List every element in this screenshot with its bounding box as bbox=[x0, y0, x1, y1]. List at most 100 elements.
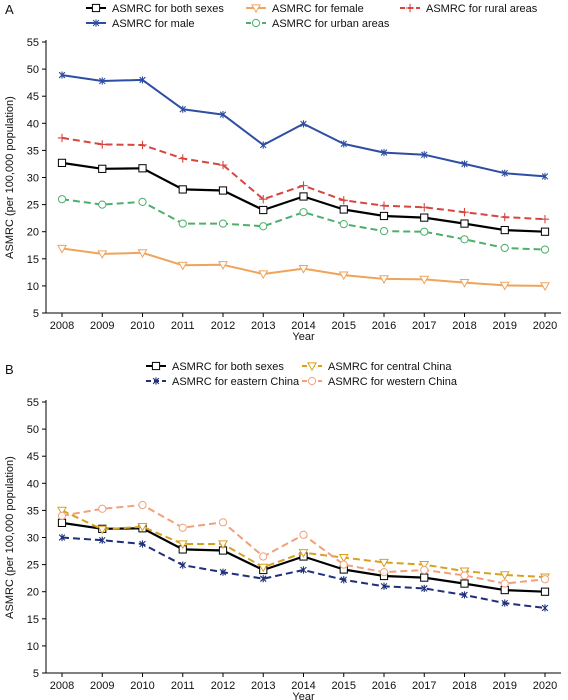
data-point bbox=[338, 553, 349, 563]
data-point bbox=[499, 281, 510, 291]
series-asmrc-for-western-china bbox=[57, 500, 550, 588]
data-point bbox=[258, 270, 269, 280]
data-point bbox=[461, 160, 468, 168]
y-tick-label: 5 bbox=[33, 668, 39, 680]
data-point bbox=[460, 207, 469, 217]
legend-label: ASMRC for female bbox=[272, 3, 364, 15]
y-tick-label: 15 bbox=[27, 254, 39, 266]
data-point bbox=[259, 141, 267, 149]
legend-item: ASMRC for female bbox=[246, 3, 364, 15]
data-point bbox=[420, 151, 428, 159]
x-tick-label: 2020 bbox=[533, 320, 557, 332]
chart-panel-a: A 5 10 15 20 25 30 35 40 45 50 55 2008 2009 2010 2011 20… bbox=[4, 2, 561, 343]
x-tick-label: 2018 bbox=[452, 320, 476, 332]
data-point bbox=[98, 77, 106, 85]
data-point bbox=[138, 197, 147, 206]
data-point bbox=[500, 243, 509, 253]
data-point bbox=[138, 500, 147, 510]
data-point bbox=[57, 506, 67, 516]
data-point bbox=[178, 523, 187, 532]
data-point bbox=[57, 511, 67, 520]
x-axis-label: Year bbox=[292, 691, 315, 700]
data-point bbox=[379, 558, 389, 568]
data-point bbox=[57, 158, 67, 167]
legend-item: ASMRC for rural areas bbox=[400, 3, 538, 15]
data-point bbox=[98, 200, 107, 209]
data-point bbox=[500, 212, 509, 222]
x-tick-label: 2018 bbox=[452, 680, 476, 692]
data-point bbox=[420, 565, 429, 575]
data-point bbox=[177, 261, 188, 271]
data-point bbox=[259, 575, 267, 583]
x-tick-label: 2015 bbox=[332, 680, 356, 692]
data-point bbox=[178, 154, 187, 163]
y-tick-label: 50 bbox=[27, 64, 39, 76]
data-point bbox=[541, 604, 549, 612]
legend-swatch-marker bbox=[151, 361, 161, 371]
data-point bbox=[138, 164, 147, 173]
x-tick-label: 2008 bbox=[50, 320, 74, 332]
data-point bbox=[300, 566, 307, 574]
chart-panel-b: B 5 10 15 20 25 30 35 40 45 50 55 2008 2009 2010 2011 20… bbox=[4, 361, 561, 700]
data-point bbox=[259, 194, 268, 204]
legend-label: ASMRC for male bbox=[112, 18, 195, 30]
data-point bbox=[299, 192, 308, 201]
x-tick-label: 2009 bbox=[90, 680, 114, 692]
series-asmrc-for-both-sexes bbox=[57, 158, 550, 236]
data-point bbox=[57, 244, 67, 254]
y-tick-label: 20 bbox=[27, 587, 39, 599]
legend-item: ASMRC for both sexes bbox=[146, 361, 284, 373]
series-asmrc-for-male bbox=[58, 71, 549, 181]
y-tick-label: 40 bbox=[27, 478, 39, 490]
x-tick-label: 2020 bbox=[533, 680, 557, 692]
data-point bbox=[339, 560, 348, 569]
data-point bbox=[137, 523, 148, 532]
legend-item: ASMRC for central China bbox=[302, 361, 452, 373]
y-tick-label: 30 bbox=[27, 533, 39, 545]
x-tick-label: 2013 bbox=[251, 320, 275, 332]
data-point bbox=[500, 579, 509, 588]
data-point bbox=[218, 261, 228, 270]
data-point bbox=[97, 525, 108, 535]
data-point bbox=[298, 264, 309, 274]
series-asmrc-for-eastern-china bbox=[58, 533, 549, 612]
data-point bbox=[259, 205, 268, 215]
y-tick-label: 55 bbox=[27, 37, 39, 49]
data-point bbox=[379, 201, 389, 210]
data-point bbox=[259, 222, 268, 231]
data-point bbox=[420, 203, 429, 212]
y-tick-label: 10 bbox=[27, 641, 39, 653]
data-point bbox=[420, 213, 429, 222]
series-asmrc-for-urban-areas bbox=[57, 195, 550, 254]
y-tick-label: 45 bbox=[27, 91, 39, 103]
data-point bbox=[258, 563, 269, 573]
y-tick-label: 15 bbox=[27, 614, 39, 626]
y-tick-label: 35 bbox=[27, 505, 39, 517]
data-point bbox=[540, 575, 550, 584]
data-point bbox=[339, 220, 348, 229]
data-point bbox=[98, 140, 107, 149]
data-point bbox=[339, 196, 348, 205]
legend-label: ASMRC for eastern China bbox=[172, 376, 300, 388]
data-point bbox=[98, 164, 107, 173]
data-point bbox=[298, 549, 309, 558]
x-tick-label: 2016 bbox=[372, 680, 396, 692]
data-point bbox=[57, 133, 67, 143]
data-point bbox=[218, 219, 228, 228]
data-point bbox=[379, 227, 389, 236]
data-point bbox=[419, 275, 430, 285]
data-point bbox=[379, 568, 389, 577]
data-point bbox=[178, 219, 187, 228]
legend-swatch-marker bbox=[91, 3, 101, 13]
data-point bbox=[501, 169, 509, 177]
x-tick-label: 2015 bbox=[332, 320, 356, 332]
legend-item: ASMRC for urban areas bbox=[246, 18, 390, 30]
data-point bbox=[459, 279, 470, 288]
data-point bbox=[58, 533, 66, 542]
legend-label: ASMRC for both sexes bbox=[112, 3, 224, 15]
data-point bbox=[501, 599, 509, 607]
data-point bbox=[540, 282, 550, 292]
y-axis-label: ASMRC (per 100,000 population) bbox=[4, 456, 16, 619]
data-point bbox=[259, 552, 268, 561]
